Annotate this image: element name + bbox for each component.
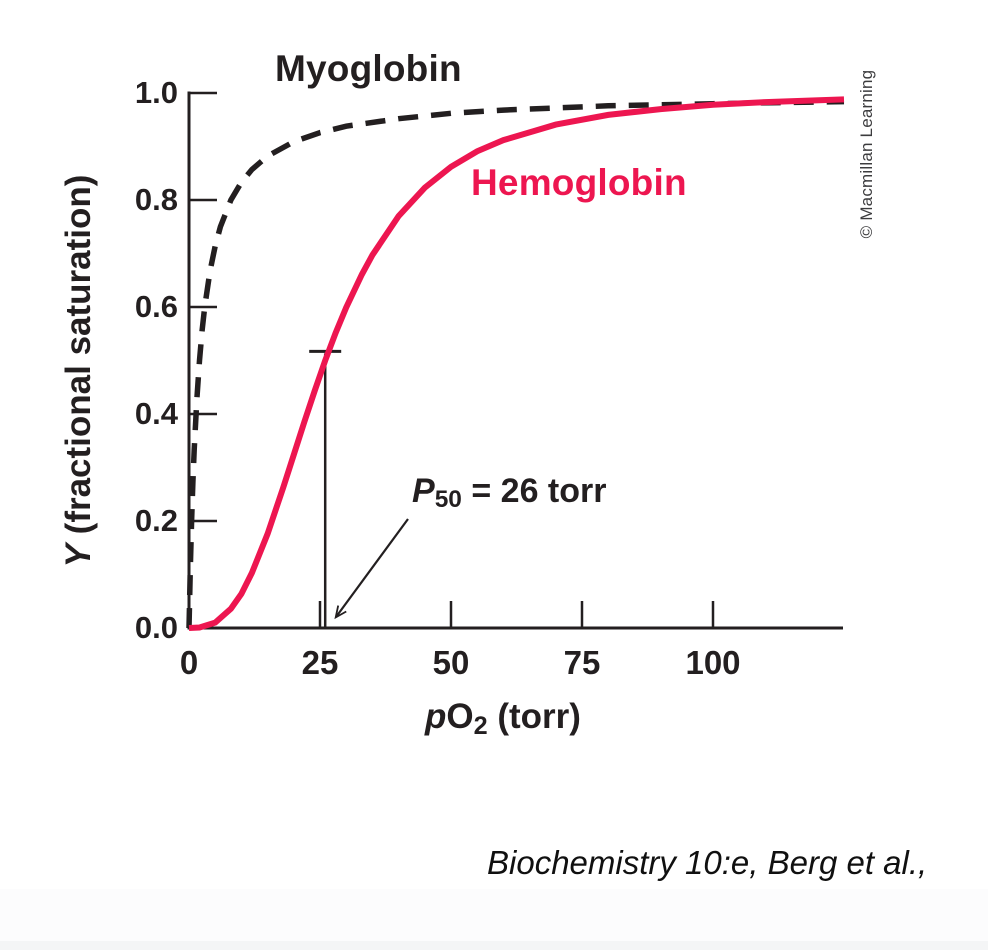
x-axis-title-unit: (torr) bbox=[487, 697, 581, 736]
p50-subscript: 50 bbox=[434, 486, 462, 514]
x-tick-label: 75 bbox=[563, 644, 601, 681]
y-axis-title-text: (fractional saturation) bbox=[59, 174, 98, 545]
p50-annotation: P50 = 26 torr bbox=[412, 472, 607, 514]
hemoglobin-curve bbox=[188, 96, 845, 631]
citation-source: Biochemistry 10:e, Berg et al., bbox=[487, 844, 928, 881]
myoglobin-label: Myoglobin bbox=[275, 48, 462, 89]
bottom-strip bbox=[0, 941, 988, 950]
y-tick-label: 0.8 bbox=[134, 182, 178, 217]
hemoglobin-label: Hemoglobin bbox=[471, 162, 687, 203]
x-tick-label: 50 bbox=[432, 644, 470, 681]
y-tick-label: 0.0 bbox=[134, 610, 178, 645]
x-axis-title-subscript: 2 bbox=[473, 711, 488, 740]
x-tick-marks bbox=[318, 601, 715, 628]
x-axis-title-symbol: p bbox=[425, 697, 447, 736]
x-axis-title-main: O bbox=[446, 697, 474, 736]
y-axis-title-symbol: Y bbox=[59, 544, 98, 568]
y-axis-title: Y (fractional saturation) bbox=[59, 136, 99, 606]
bottom-fade bbox=[0, 889, 988, 941]
p50-arrow bbox=[334, 518, 409, 620]
x-axis-title: pO2 (torr) bbox=[425, 697, 581, 740]
p50-value: = 26 torr bbox=[461, 472, 607, 510]
x-tick-label: 25 bbox=[301, 644, 339, 681]
x-tick-label: 100 bbox=[685, 644, 741, 681]
y-tick-label: 0.2 bbox=[134, 503, 178, 538]
x-tick-label: 0 bbox=[179, 644, 199, 681]
myoglobin-curve bbox=[186, 98, 845, 629]
publisher-credit: © Macmillan Learning bbox=[857, 69, 876, 239]
p50-symbol: P bbox=[412, 472, 435, 510]
y-tick-labels: 1.0 0.8 0.6 0.4 0.2 0.0 bbox=[88, 0, 178, 950]
y-tick-label: 1.0 bbox=[134, 75, 178, 110]
y-tick-label: 0.6 bbox=[134, 289, 178, 324]
y-tick-label: 0.4 bbox=[134, 396, 178, 431]
